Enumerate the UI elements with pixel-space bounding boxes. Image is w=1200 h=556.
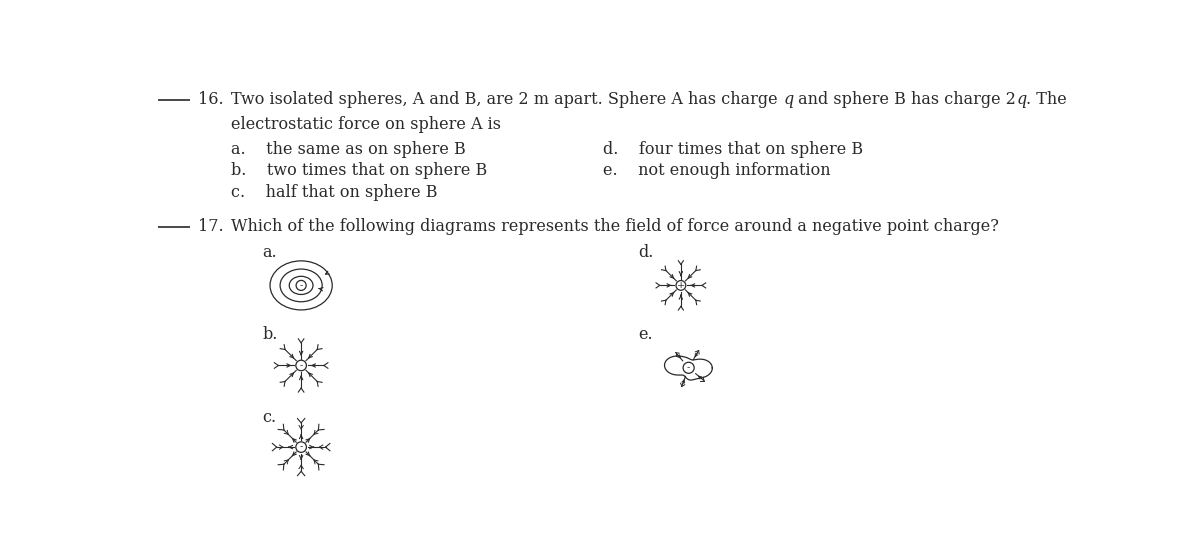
Text: b.: b. <box>263 326 277 343</box>
Circle shape <box>296 280 306 290</box>
Text: Which of the following diagrams represents the field of force around a negative : Which of the following diagrams represen… <box>232 219 1000 235</box>
Text: -: - <box>300 281 302 290</box>
Text: c.    half that on sphere B: c. half that on sphere B <box>232 183 438 201</box>
Text: -: - <box>300 443 302 451</box>
Circle shape <box>676 281 685 290</box>
Text: -: - <box>686 363 690 373</box>
Text: electrostatic force on sphere A is: electrostatic force on sphere A is <box>232 116 502 133</box>
Text: b.    two times that on sphere B: b. two times that on sphere B <box>232 162 487 179</box>
Text: Two isolated spheres, A and B, are 2 m apart. Sphere A has charge: Two isolated spheres, A and B, are 2 m a… <box>232 91 784 108</box>
Text: c.: c. <box>263 409 276 426</box>
Text: 16.: 16. <box>198 91 223 108</box>
Text: q: q <box>1016 91 1026 108</box>
Circle shape <box>296 360 306 371</box>
Text: -: - <box>300 361 302 370</box>
Text: d.: d. <box>638 244 654 261</box>
Text: d.    four times that on sphere B: d. four times that on sphere B <box>604 141 864 157</box>
Text: . The: . The <box>1026 91 1067 108</box>
Text: and sphere B has charge 2: and sphere B has charge 2 <box>793 91 1016 108</box>
Text: 17.: 17. <box>198 219 223 235</box>
Text: a.: a. <box>263 244 277 261</box>
Text: a.    the same as on sphere B: a. the same as on sphere B <box>232 141 466 157</box>
Text: e.    not enough information: e. not enough information <box>604 162 830 179</box>
Circle shape <box>683 363 694 373</box>
Circle shape <box>296 442 306 453</box>
Text: e.: e. <box>638 326 653 343</box>
Text: q: q <box>784 91 793 108</box>
Text: +: + <box>677 281 685 290</box>
